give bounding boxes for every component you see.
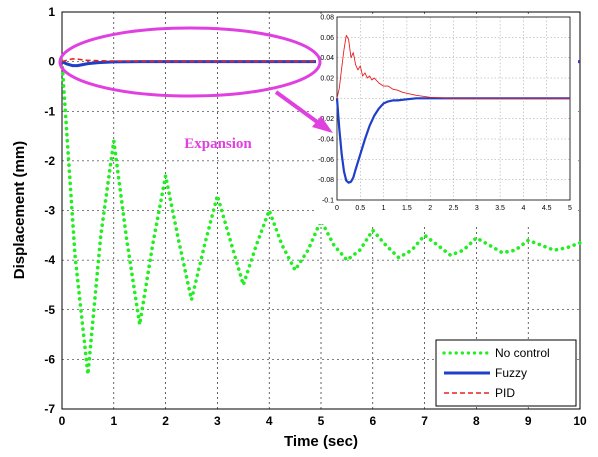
x-tick-label: 4 [266, 414, 273, 428]
x-tick-label: 1 [110, 414, 117, 428]
inset-plot: 0.08 0.06 0.04 0.02 0 -0.02 -0.04 -0.06 -0.08 -0.… [316, 14, 578, 224]
inset-x-tick-label: 1.5 [402, 205, 412, 212]
x-tick-label: 10 [573, 414, 587, 428]
inset-x-tick-label: 2 [428, 205, 432, 212]
inset-x-tick-label: 5 [568, 205, 572, 212]
legend-label: Fuzzy [495, 366, 527, 380]
y-tick-label: -7 [44, 402, 55, 416]
x-tick-label: 3 [214, 414, 221, 428]
x-tick-label: 2 [162, 414, 169, 428]
inset-y-tick-label: 0 [330, 96, 334, 103]
inset-x-tick-label: 4.5 [542, 205, 552, 212]
highlight-ellipse [58, 26, 322, 98]
x-tick-label: 8 [473, 414, 480, 428]
x-tick-label: 6 [369, 414, 376, 428]
series-line-no-control [60, 59, 582, 377]
legend-label: PID [495, 386, 515, 400]
inset-background [316, 14, 578, 224]
inset-y-tick-label: -0.08 [318, 177, 334, 184]
inset-x-tick-label: 3 [475, 205, 479, 212]
inset-y-tick-label: -0.1 [322, 198, 334, 205]
x-tick-label: 9 [525, 414, 532, 428]
main-series [60, 58, 582, 377]
y-tick-label: 0 [48, 55, 55, 69]
y-tick-label: -3 [44, 204, 55, 218]
inset-y-tick-labels: 0.08 0.06 0.04 0.02 0 -0.02 -0.04 -0.06 -0.08 -0.… [318, 15, 334, 205]
expansion-arrow-head [312, 116, 333, 133]
inset-y-tick-label: 0.08 [320, 15, 334, 22]
inset-y-tick-label: 0.04 [320, 55, 334, 62]
expansion-label: Expansion [184, 136, 252, 152]
inset-x-tick-labels: 0 0.5 1 1.5 2 2.5 3 3.5 4 4.5 5 [335, 205, 572, 212]
y-tick-label: 1 [48, 5, 55, 19]
legend: No control Fuzzy PID [435, 339, 577, 407]
inset-x-tick-label: 1 [382, 205, 386, 212]
x-tick-label: 5 [318, 414, 325, 428]
inset-y-tick-label: 0.02 [320, 76, 334, 83]
inset-x-tick-label: 4 [521, 205, 525, 212]
y-tick-label: -4 [44, 253, 55, 267]
inset-x-tick-label: 3.5 [495, 205, 505, 212]
inset-y-tick-label: -0.02 [318, 116, 334, 123]
expansion-arrow-line [274, 90, 322, 126]
inset-y-tick-label: 0.06 [320, 35, 334, 42]
y-tick-labels: 1 0 -1 -2 -3 -4 -5 -6 -7 [44, 5, 55, 416]
legend-label: No control [495, 346, 550, 360]
inset-x-tick-label: 0 [335, 205, 339, 212]
x-tick-label: 0 [59, 414, 66, 428]
y-tick-label: -1 [44, 104, 55, 118]
series-line-pid [61, 58, 580, 63]
x-tick-labels: 0 1 2 3 4 5 6 7 8 9 10 [59, 414, 587, 428]
inset-x-tick-label: 0.5 [355, 205, 365, 212]
inset-grid [337, 17, 570, 200]
y-axis-label: Displacement (mm) [11, 141, 28, 279]
inset-x-tick-label: 2.5 [449, 205, 459, 212]
y-tick-label: -6 [44, 352, 55, 366]
inset-y-tick-label: -0.06 [318, 157, 334, 164]
inset-y-tick-label: -0.04 [318, 137, 334, 144]
inset-series [335, 34, 570, 184]
y-tick-label: -5 [44, 303, 55, 317]
inset-series-line-pid [336, 34, 570, 99]
x-axis-label: Time (sec) [284, 433, 358, 450]
y-tick-label: -2 [44, 154, 55, 168]
x-tick-label: 7 [421, 414, 428, 428]
plot-frame [61, 11, 581, 410]
inset-series-line-fuzzy [335, 97, 570, 184]
